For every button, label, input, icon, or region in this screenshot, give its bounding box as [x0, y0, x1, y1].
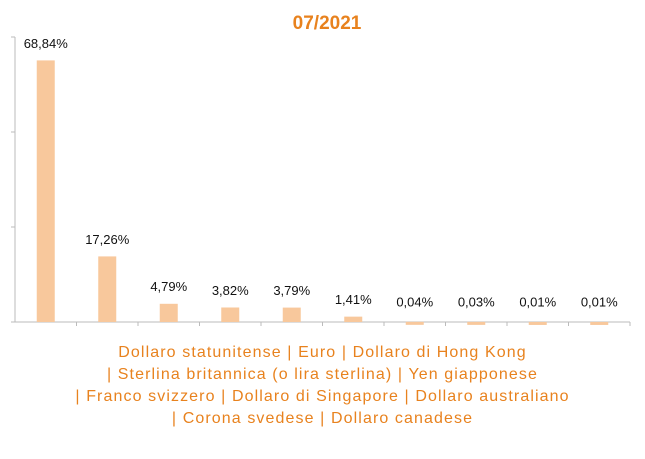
bar — [36, 60, 55, 323]
value-label: 0,01% — [519, 294, 556, 309]
bar — [405, 321, 424, 325]
category-name: Dollaro australiano — [415, 388, 570, 405]
legend-entry: | Yen giapponese — [398, 366, 538, 383]
category-name: Corona svedese — [182, 410, 315, 427]
category-name: Sterlina britannica (o lira sterlina) — [117, 366, 393, 383]
separator: | — [171, 410, 178, 427]
value-label: 17,26% — [85, 232, 130, 247]
category-name: Franco svizzero — [86, 388, 216, 405]
value-label: 0,04% — [396, 294, 433, 309]
separator: | — [404, 388, 410, 405]
value-label: 3,82% — [212, 283, 249, 298]
legend-entry: | Dollaro canadese — [320, 410, 473, 427]
value-label: 3,79% — [273, 283, 310, 298]
category-name: Dollaro di Singapore — [231, 388, 399, 405]
bar — [590, 321, 609, 325]
value-label: 4,79% — [150, 279, 187, 294]
bar — [528, 321, 547, 325]
separator: | — [320, 410, 326, 427]
legend-entry: | Dollaro di Hong Kong — [342, 344, 527, 361]
legend-entry: | Euro — [287, 344, 336, 361]
category-name: Euro — [298, 344, 337, 361]
legend: Dollaro statunitense | Euro | Dollaro di… — [40, 342, 605, 430]
bar — [221, 307, 240, 322]
value-label: 68,84% — [24, 36, 69, 51]
separator: | — [397, 366, 404, 383]
category-name: Dollaro di Hong Kong — [352, 344, 527, 361]
chart-title: 07/2021 — [293, 13, 362, 34]
bar — [282, 307, 301, 322]
legend-entry: | Corona svedese — [172, 410, 315, 427]
separator: | — [221, 388, 227, 405]
bar — [98, 256, 117, 322]
bar — [344, 316, 363, 322]
legend-entry: | Franco svizzero — [75, 388, 215, 405]
value-label: 0,01% — [581, 294, 618, 309]
bar — [159, 303, 178, 322]
bar — [467, 321, 486, 325]
legend-entry: | Sterlina britannica (o lira sterlina) — [107, 366, 392, 383]
separator: | — [287, 344, 293, 361]
legend-entry: | Dollaro australiano — [405, 388, 570, 405]
value-label: 1,41% — [335, 292, 372, 307]
category-name: Dollaro canadese — [330, 410, 474, 427]
category-name: Yen giapponese — [408, 366, 539, 383]
separator: | — [106, 366, 113, 383]
separator: | — [341, 344, 348, 361]
separator: | — [75, 388, 81, 405]
category-name: Dollaro statunitense — [118, 344, 282, 361]
value-label: 0,03% — [458, 294, 495, 309]
legend-entry: Dollaro statunitense — [118, 344, 281, 361]
legend-entry: | Dollaro di Singapore — [221, 388, 399, 405]
chart: 07/2021 68,84% 17,26% 4,79% 3,82% 3,79% 1,41%… — [11, 13, 631, 326]
